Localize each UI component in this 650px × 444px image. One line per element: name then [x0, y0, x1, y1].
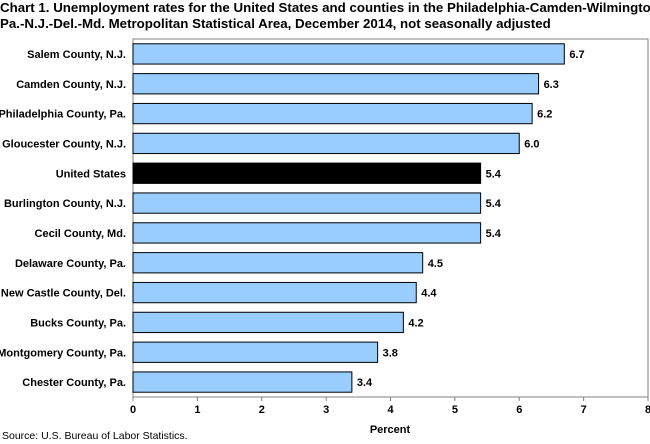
source-note: Source: U.S. Bureau of Labor Statistics.: [2, 430, 188, 442]
bar-new-castle-county-del: [132, 281, 417, 304]
bars-group: [132, 43, 565, 393]
x-axis-title: Percent: [370, 424, 411, 436]
x-tick-label-3: 3: [323, 404, 329, 416]
bar-bucks-county-pa: [132, 311, 404, 334]
value-label-salem-county-n-j: 6.7: [569, 49, 584, 61]
category-label-gloucester-county-n-j: Gloucester County, N.J.: [2, 138, 126, 150]
value-label-united-states: 5.4: [486, 168, 502, 180]
bar-burlington-county-n-j: [132, 192, 482, 214]
chart-title-line-1: Chart 1. Unemployment rates for the Unit…: [0, 0, 650, 15]
value-label-gloucester-county-n-j: 6.0: [524, 138, 539, 150]
chart-title: Chart 1. Unemployment rates for the Unit…: [0, 0, 650, 32]
category-label-burlington-county-n-j: Burlington County, N.J.: [4, 198, 126, 210]
chart-title-line-2: Pa.-N.J.-Del.-Md. Metropolitan Statistic…: [0, 16, 551, 31]
category-label-bucks-county-pa: Bucks County, Pa.: [30, 317, 126, 329]
value-label-camden-county-n-j: 6.3: [544, 79, 559, 91]
value-label-new-castle-county-del: 4.4: [421, 288, 437, 300]
x-tick-label-5: 5: [452, 404, 458, 416]
category-label-united-states: United States: [56, 168, 126, 180]
value-label-burlington-county-n-j: 5.4: [486, 198, 502, 210]
category-label-montgomery-county-pa: Montgomery County, Pa.: [0, 347, 126, 359]
bar-montgomery-county-pa: [132, 341, 379, 363]
category-label-salem-county-n-j: Salem County, N.J.: [27, 49, 126, 61]
value-label-chester-county-pa: 3.4: [357, 377, 373, 389]
value-label-cecil-county-md: 5.4: [486, 228, 502, 240]
x-tick-label-1: 1: [194, 404, 200, 416]
category-label-philadelphia-county-pa: Philadelphia County, Pa.: [0, 109, 126, 121]
bar-delaware-county-pa: [132, 252, 424, 274]
value-label-montgomery-county-pa: 3.8: [383, 347, 398, 359]
bar-philadelphia-county-pa: [132, 102, 533, 125]
bar-cecil-county-md: [132, 222, 482, 244]
value-label-delaware-county-pa: 4.5: [428, 258, 443, 270]
category-label-cecil-county-md: Cecil County, Md.: [35, 228, 126, 240]
x-tick-label-4: 4: [387, 404, 394, 416]
value-labels-group: 6.7 6.3 6.2 6.0 5.4 5.4 5.4 4.5 4.4 4.2 3.8 3.4: [357, 49, 585, 389]
category-label-delaware-county-pa: Delaware County, Pa.: [15, 258, 126, 270]
x-tick-label-6: 6: [516, 404, 522, 416]
bar-camden-county-n-j: [132, 73, 540, 95]
bar-salem-county-n-j: [132, 43, 565, 65]
x-tick-label-0: 0: [130, 404, 136, 416]
x-tick-label-7: 7: [581, 404, 587, 416]
category-label-new-castle-county-del: New Castle County, Del.: [1, 288, 126, 300]
category-labels-group: Salem County, N.J. Camden County, N.J. Phi…: [0, 49, 126, 389]
x-tick-label-8: 8: [645, 404, 650, 416]
category-label-chester-county-pa: Chester County, Pa.: [22, 377, 126, 389]
x-tick-label-2: 2: [259, 404, 265, 416]
x-axis: 0 1 2 3 4 5 6 7 8: [130, 397, 650, 416]
value-label-philadelphia-county-pa: 6.2: [537, 109, 552, 121]
bar-chester-county-pa: [132, 371, 353, 393]
bar-gloucester-county-n-j: [132, 132, 520, 155]
bar-united-states: [132, 162, 482, 184]
value-label-bucks-county-pa: 4.2: [408, 317, 423, 329]
category-label-camden-county-n-j: Camden County, N.J.: [16, 79, 126, 91]
